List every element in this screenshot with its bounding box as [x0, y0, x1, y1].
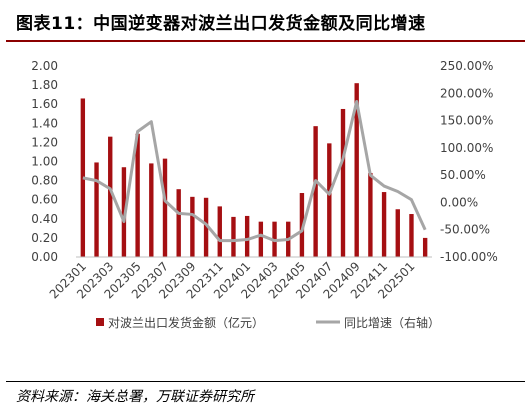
right-tick-label: 100.00%: [440, 141, 493, 155]
bar: [149, 163, 154, 257]
bar: [244, 215, 250, 257]
bar: [231, 216, 236, 257]
legend-line-label: 同比增速（右轴）: [344, 315, 440, 330]
left-tick-label: 0.20: [31, 231, 58, 245]
right-tick-label: -100.00%: [440, 250, 498, 264]
left-tick-label: 1.60: [31, 97, 58, 111]
right-tick-label: 50.00%: [440, 168, 486, 182]
legend-bar-swatch: [96, 318, 104, 326]
left-tick-label: 1.00: [31, 155, 58, 169]
bar: [299, 193, 305, 257]
title-divider: [6, 40, 525, 42]
bar: [381, 192, 387, 257]
chart: 0.00 0.20 0.40 0.60 0.80 1.00 1.20 1.40 1.60 1.80…: [31, 59, 498, 330]
left-tick-label: 1.80: [31, 78, 58, 92]
bar: [94, 162, 99, 257]
left-y-axis: 0.00 0.20 0.40 0.60 0.80 1.00 1.20 1.40 1.60 1.80…: [31, 59, 58, 264]
bar: [395, 209, 400, 257]
right-tick-label: 250.00%: [440, 59, 493, 73]
left-tick-label: 0.00: [31, 250, 58, 264]
right-tick-label: 0.00%: [440, 195, 478, 209]
bar: [409, 214, 414, 257]
figure-title-bar: 图表11：中国逆变器对波兰出口发货金额及同比增速: [0, 0, 531, 38]
left-tick-label: 1.20: [31, 135, 58, 149]
x-axis: 2023012023032023052023072023092023112024…: [47, 256, 432, 302]
source-note: 资料来源：海关总署，万联证券研究所: [16, 389, 254, 405]
left-tick-label: 2.00: [31, 59, 58, 73]
left-tick-label: 0.60: [31, 193, 58, 207]
left-tick-label: 0.80: [31, 174, 58, 188]
bar: [176, 189, 181, 257]
right-tick-label: 200.00%: [440, 86, 493, 100]
bar: [190, 196, 195, 257]
bar: [108, 136, 113, 257]
right-tick-label: -50.00%: [440, 223, 490, 237]
bar: [313, 126, 318, 257]
bar: [422, 237, 428, 257]
bar: [327, 143, 332, 257]
left-tick-label: 0.40: [31, 212, 58, 226]
bar: [162, 158, 168, 257]
right-y-axis: -100.00% -50.00% 0.00% 50.00% 100.00% 150.00%…: [440, 59, 498, 264]
left-tick-label: 1.40: [31, 116, 58, 130]
footer-divider: [6, 381, 525, 382]
bar: [258, 221, 264, 257]
bar: [135, 133, 140, 257]
bar: [368, 172, 373, 257]
yoy-line: [82, 99, 427, 243]
bar: [340, 108, 346, 257]
legend: 对波兰出口发货金额（亿元） 同比增速（右轴）: [96, 315, 440, 330]
legend-bar-label: 对波兰出口发货金额（亿元）: [108, 315, 264, 330]
bar: [203, 197, 209, 257]
figure-title: 图表11：中国逆变器对波兰出口发货金额及同比增速: [16, 14, 426, 34]
right-tick-label: 150.00%: [440, 114, 493, 128]
bar: [217, 206, 222, 257]
line-series: [82, 99, 427, 243]
bar: [80, 98, 86, 257]
bar: [354, 83, 359, 257]
